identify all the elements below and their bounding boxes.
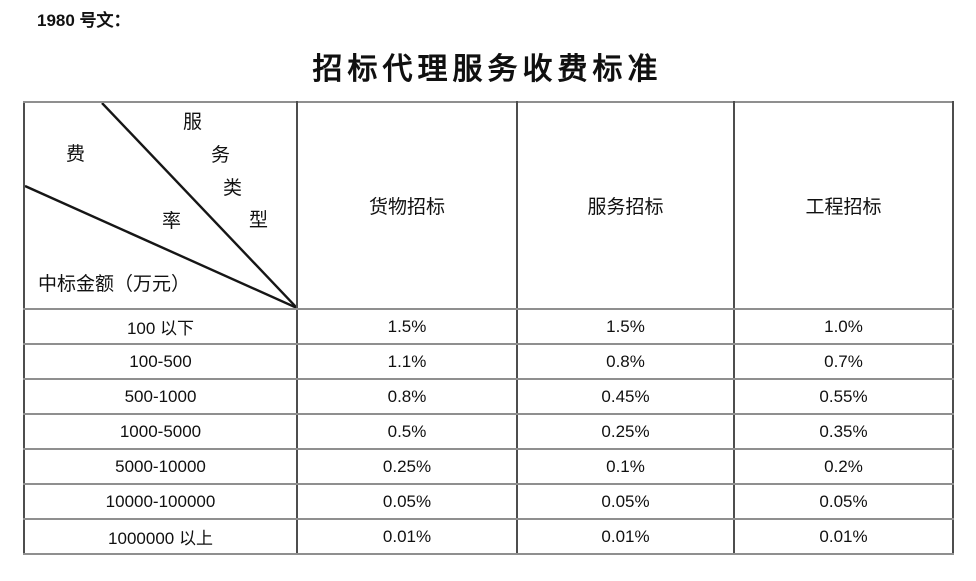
rate-cell: 0.35% — [733, 413, 954, 450]
table-header-row: 服 务 类 型 费 率 中标金额（万元） 货物招标 服务招标 工程招标 — [23, 101, 954, 310]
amount-range-cell: 100 以下 — [23, 308, 298, 345]
table-row: 1000-5000 0.5% 0.25% 0.35% — [23, 413, 954, 450]
corner-rate-char-1: 费 — [66, 144, 86, 165]
table-corner-cell: 服 务 类 型 费 率 中标金额（万元） — [23, 101, 298, 310]
corner-type-char-2: 务 — [211, 145, 231, 166]
rate-cell: 1.5% — [516, 308, 735, 345]
doc-number-label: 1980 号文： — [37, 11, 131, 30]
column-header-services: 服务招标 — [516, 101, 735, 310]
rate-cell: 0.25% — [296, 448, 518, 485]
rate-cell: 1.0% — [733, 308, 954, 345]
rate-cell: 0.2% — [733, 448, 954, 485]
rate-cell: 0.25% — [516, 413, 735, 450]
page-title: 招标代理服务收费标准 — [312, 53, 663, 86]
column-header-goods: 货物招标 — [296, 101, 518, 310]
corner-rate-char-2: 率 — [162, 211, 182, 232]
rate-cell: 1.1% — [296, 343, 518, 380]
rate-cell: 0.01% — [733, 518, 954, 555]
column-header-engineering: 工程招标 — [733, 101, 954, 310]
table-row: 1000000 以上 0.01% 0.01% 0.01% — [23, 518, 954, 555]
corner-type-char-3: 类 — [223, 178, 243, 199]
corner-row-axis-label: 中标金额（万元） — [38, 274, 191, 295]
amount-range-cell: 1000-5000 — [23, 413, 298, 450]
corner-type-char-1: 服 — [183, 112, 203, 133]
corner-type-char-4: 型 — [249, 210, 269, 231]
amount-range-cell: 5000-10000 — [23, 448, 298, 485]
rate-cell: 0.8% — [516, 343, 735, 380]
table-row: 5000-10000 0.25% 0.1% 0.2% — [23, 448, 954, 485]
rate-cell: 0.01% — [516, 518, 735, 555]
rate-cell: 0.05% — [296, 483, 518, 520]
table-row: 100-500 1.1% 0.8% 0.7% — [23, 343, 954, 380]
rate-cell: 0.5% — [296, 413, 518, 450]
rate-cell: 0.05% — [733, 483, 954, 520]
table-row: 500-1000 0.8% 0.45% 0.55% — [23, 378, 954, 415]
amount-range-cell: 1000000 以上 — [23, 518, 298, 555]
rate-cell: 1.5% — [296, 308, 518, 345]
rate-cell: 0.7% — [733, 343, 954, 380]
amount-range-cell: 10000-100000 — [23, 483, 298, 520]
amount-range-cell: 100-500 — [23, 343, 298, 380]
amount-range-cell: 500-1000 — [23, 378, 298, 415]
rate-cell: 0.1% — [516, 448, 735, 485]
table-row: 10000-100000 0.05% 0.05% 0.05% — [23, 483, 954, 520]
rate-cell: 0.45% — [516, 378, 735, 415]
fee-table: 服 务 类 型 费 率 中标金额（万元） 货物招标 服务招标 工程招标 100 … — [23, 101, 954, 555]
rate-cell: 0.55% — [733, 378, 954, 415]
table-row: 100 以下 1.5% 1.5% 1.0% — [23, 308, 954, 345]
rate-cell: 0.01% — [296, 518, 518, 555]
rate-cell: 0.05% — [516, 483, 735, 520]
corner-diagonal-lines-icon — [26, 104, 295, 307]
rate-cell: 0.8% — [296, 378, 518, 415]
